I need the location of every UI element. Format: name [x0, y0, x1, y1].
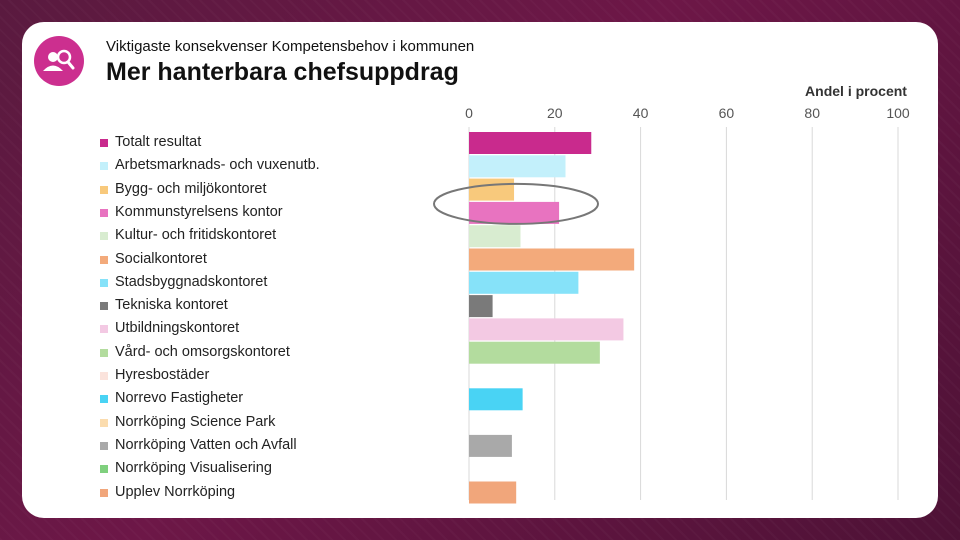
bar: [469, 155, 566, 178]
bar: [469, 248, 635, 271]
highlight-ellipse: [433, 182, 599, 225]
legend-swatch: [100, 278, 108, 287]
legend-swatch: [100, 441, 108, 450]
person-search-icon: [43, 49, 75, 71]
legend-swatch: [100, 302, 108, 311]
legend-label: Arbetsmarknads- och vuxenutb.: [115, 157, 320, 174]
legend-label: Norrköping Science Park: [115, 413, 276, 430]
slide-subtitle: Viktigaste konsekvenser Kompetensbehov i…: [106, 38, 475, 55]
bar: [469, 481, 517, 504]
legend-label: Upplev Norrköping: [115, 483, 236, 500]
legend-swatch: [100, 185, 108, 194]
bar: [469, 318, 624, 341]
bar: [469, 341, 600, 364]
legend-swatch: [100, 162, 108, 171]
bar: [469, 388, 523, 411]
x-tick-label: 100: [886, 105, 910, 121]
x-tick-label: 20: [547, 105, 563, 121]
x-tick-label: 40: [633, 105, 649, 121]
legend-swatch: [100, 232, 108, 241]
legend-swatch: [100, 139, 108, 147]
bar: [469, 225, 521, 248]
legend-swatch: [100, 255, 108, 264]
slide-title: Mer hanterbara chefsuppdrag: [106, 58, 459, 86]
legend-swatch: [100, 372, 108, 380]
legend-label: Bygg- och miljökontoret: [115, 180, 267, 197]
bar: [469, 434, 512, 457]
x-tick-label: 0: [465, 105, 473, 121]
legend-label: Totalt resultat: [115, 134, 202, 150]
legend-label: Socialkontoret: [115, 250, 207, 267]
legend-label: Stadsbyggnadskontoret: [115, 273, 268, 290]
legend-swatch: [100, 465, 108, 474]
bar: [469, 295, 493, 318]
legend-swatch: [100, 325, 108, 334]
legend-swatch: [100, 395, 108, 404]
legend-label: Utbildningskontoret: [115, 320, 240, 337]
bar: [469, 178, 515, 201]
legend-label: Kultur- och fritidskontoret: [115, 227, 277, 244]
legend-label: Kommunstyrelsens kontor: [115, 203, 283, 220]
bar: [469, 132, 592, 154]
legend-swatch: [100, 418, 108, 427]
slide-card: Viktigaste konsekvenser Kompetensbehov i…: [22, 22, 938, 518]
legend-label: Norrevo Fastigheter: [115, 390, 244, 407]
legend-swatch: [100, 208, 108, 217]
axis-unit-label: Andel i procent: [805, 83, 907, 99]
legend-label: Norrköping Visualisering: [115, 460, 272, 477]
x-tick-label: 80: [804, 105, 820, 121]
logo-badge: [34, 36, 84, 86]
legend-swatch: [100, 348, 108, 357]
legend-label: Hyresbostäder: [115, 367, 210, 383]
legend-label: Norrköping Vatten och Avfall: [115, 436, 297, 453]
legend-label: Vård- och omsorgskontoret: [115, 343, 290, 360]
legend-swatch: [100, 488, 108, 497]
bar: [469, 201, 560, 224]
legend-label: Tekniska kontoret: [115, 297, 228, 314]
x-tick-label: 60: [719, 105, 735, 121]
bar: [469, 271, 579, 294]
bar-chart: 0 20 40 60 80 100: [433, 105, 910, 504]
